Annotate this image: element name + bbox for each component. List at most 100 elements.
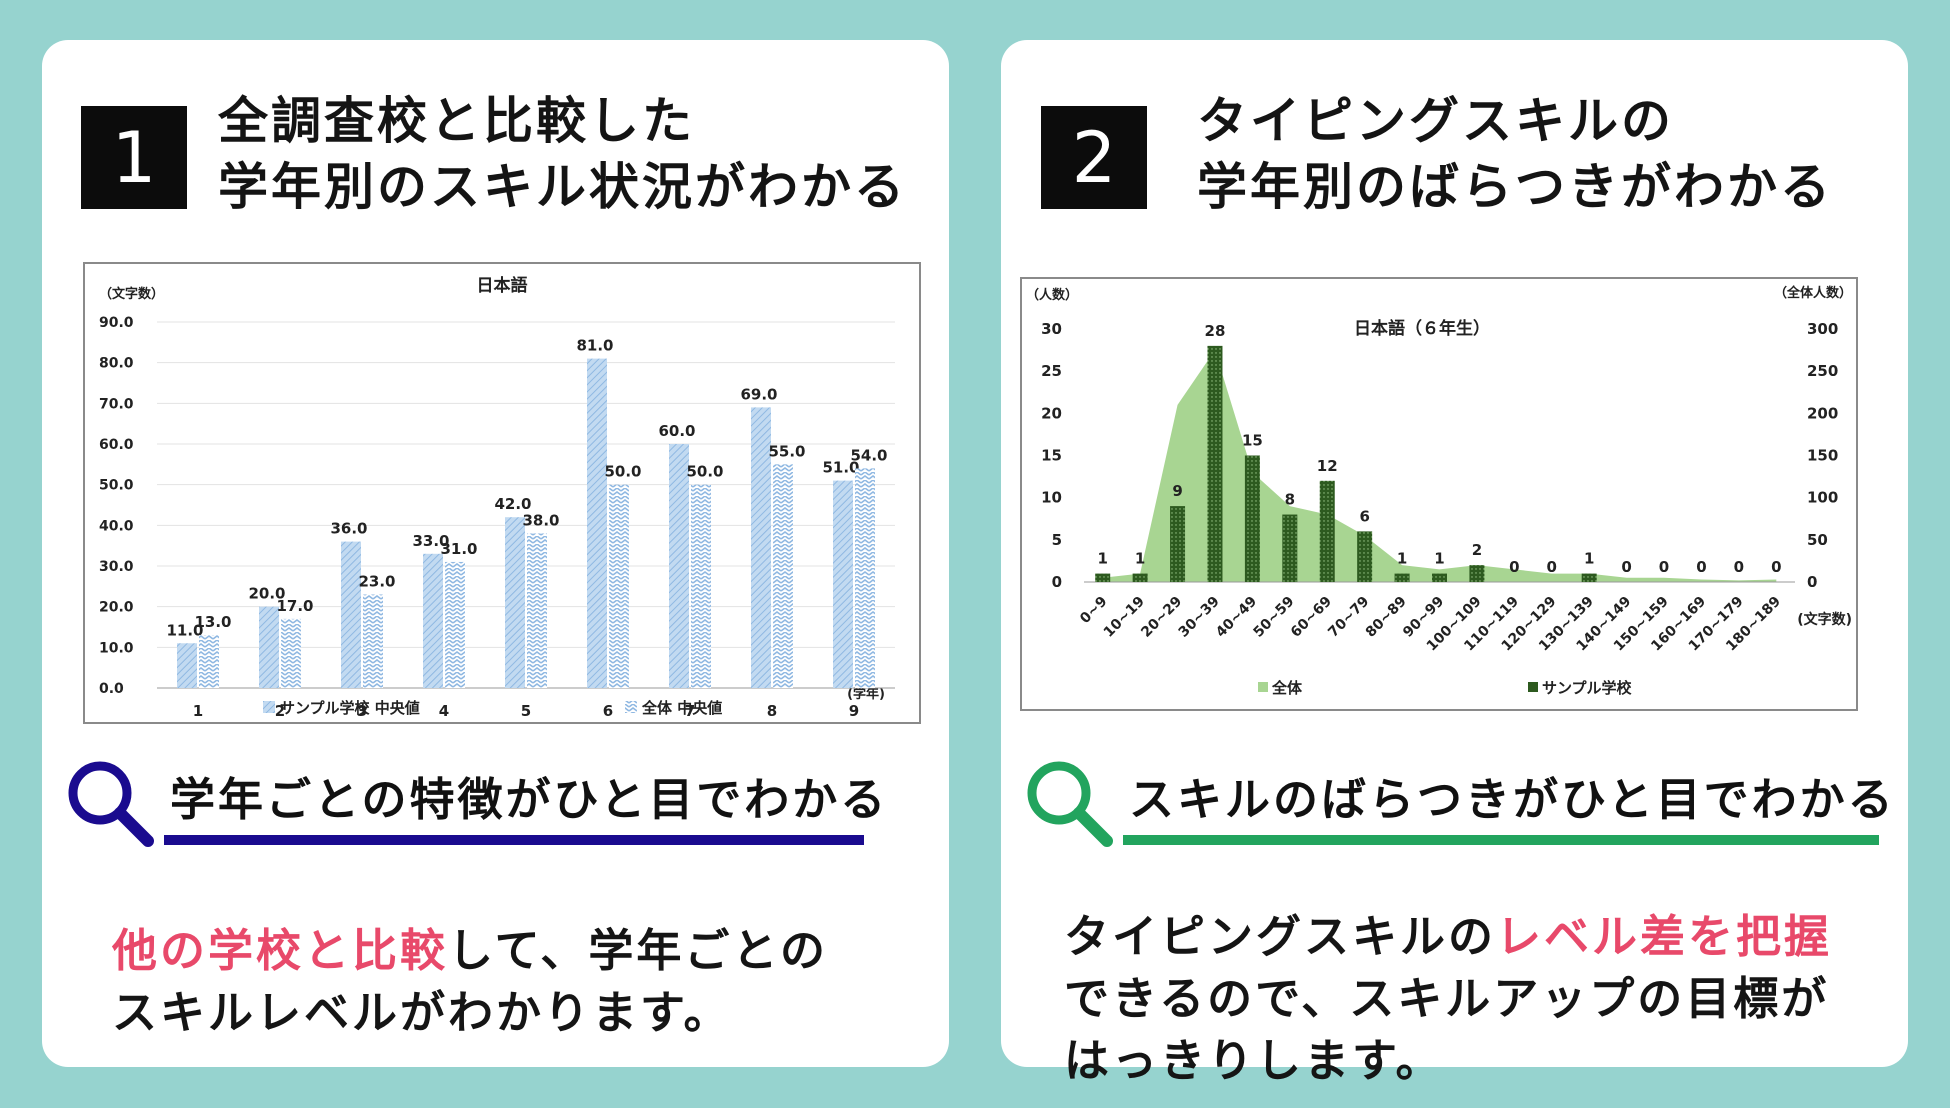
data-label: 42.0 [494,495,531,513]
data-label: 0 [1547,558,1557,576]
y-tick-label-left: 15 [1041,447,1062,465]
data-label: 23.0 [358,572,395,590]
data-label: 6 [1359,507,1369,525]
x-tick-label: 80~89 [1363,594,1410,641]
bar-sample-school [1432,573,1447,582]
data-label: 11.0 [166,621,203,639]
card-heading: タイピングスキルの 学年別のばらつきがわかる [1197,88,1833,220]
x-tick-label: 4 [439,702,449,720]
bar-sample-school [177,643,197,688]
bar-sample-school [1244,455,1260,582]
y-tick-label-left: 25 [1041,362,1062,380]
y-tick-label-left: 30 [1041,320,1062,338]
subheading: 学年ごとの特徴がひと目でわかる [170,773,889,826]
bar-sample-school [1357,531,1373,582]
y-axis-label-left: （人数） [1026,287,1078,303]
bar-overall [691,484,711,688]
data-label: 1 [1097,550,1107,568]
bar-sample-school [751,407,771,688]
bar-sample-school [423,553,443,688]
bar-sample-school [1207,345,1223,582]
y-tick-label: 70.0 [99,396,134,412]
description-line: はっきりします。 [1064,1034,1444,1087]
y-tick-label-right: 250 [1807,362,1838,380]
data-label: 60.0 [658,422,695,440]
data-label: 20.0 [248,585,285,603]
subheading-underline [1123,835,1879,845]
bar-sample-school [505,517,525,688]
y-tick-label-left: 5 [1052,531,1062,549]
x-tick-label: 70~79 [1325,594,1372,641]
bar-overall [773,464,793,688]
data-label: 8 [1285,491,1295,509]
y-tick-label-left: 20 [1041,404,1062,422]
bar-overall [281,618,301,688]
data-label: 2 [1472,541,1482,559]
magnifier-icon [68,761,154,847]
x-tick-label: 1 [193,702,203,720]
x-tick-label: 8 [767,702,777,720]
y-tick-label: 80.0 [99,356,134,372]
bar-sample-school [669,444,689,688]
x-tick-label: 60~69 [1288,594,1335,641]
data-label: 69.0 [740,385,777,403]
description-line: スキルレベルがわかります。 [112,986,732,1039]
data-label: 15 [1242,432,1263,450]
legend-label: サンプル学校 中央値 [280,699,420,717]
y-tick-label-right: 0 [1807,573,1817,591]
legend-swatch-sample [1528,682,1538,692]
data-label: 0 [1771,558,1781,576]
legend-label: 全体 中央値 [641,699,722,717]
data-label: 0 [1696,558,1706,576]
bar-sample-school [259,606,279,688]
x-tick-label: 30~39 [1176,594,1223,641]
card-number-badge: 1 [81,106,187,209]
x-tick-label: 10~19 [1101,594,1148,641]
feature-card-1: 1 全調査校と比較した 学年別のスキル状況がわかる 日本語 （文字数） (学年) 0.… [42,40,949,1067]
bar-overall [199,635,219,688]
x-axis-label: (学年) [847,686,885,702]
bar-sample-school [587,358,607,688]
data-label: 81.0 [576,337,613,355]
y-tick-label: 50.0 [99,478,134,494]
legend-swatch-overall [625,701,637,713]
bar-sample-school [1319,480,1335,582]
bar-sample-school [1394,573,1410,582]
y-tick-label-right: 200 [1807,404,1838,422]
x-axis-label: (文字数) [1797,611,1852,628]
y-tick-label-right: 50 [1807,531,1828,549]
bar-sample-school [1581,573,1597,582]
grade-median-chart: 日本語 （文字数） (学年) 0.0 10.0 20.0 30.0 40.0 50.0 60.0 7… [83,262,921,724]
grade-median-chart-svg: 日本語 （文字数） (学年) 0.0 10.0 20.0 30.0 40.0 50.0 60.0 7… [99,275,895,720]
card-heading-line: 全調査校と比較した [218,92,695,150]
y-tick-label: 10.0 [99,640,134,656]
distribution-chart-svg: 日本語（６年生）（人数） （全体人数）0510152025300501001502… [1026,285,1852,697]
data-label: 50.0 [686,463,723,481]
data-label: 1 [1584,550,1594,568]
description-highlight: レベル差を把握 [1496,910,1833,963]
x-tick-label: 7 [685,702,695,720]
data-label: 1 [1397,550,1407,568]
area-overall [1102,350,1777,582]
x-tick-label: 9 [849,702,859,720]
data-label: 50.0 [604,463,641,481]
chart-title: 日本語 [477,275,528,296]
data-label: 51.0 [822,459,859,477]
description-text: 他の学校と比較して、学年ごとの スキルレベルがわかります。 [112,920,828,1044]
data-label: 38.0 [522,511,559,529]
x-tick-label: 6 [603,702,613,720]
subheading: スキルのばらつきがひと目でわかる [1129,773,1896,826]
description-segment: して、学年ごとの [448,924,828,977]
x-tick-label: 20~29 [1138,594,1185,641]
data-label: 0 [1621,558,1631,576]
bar-overall [445,561,465,688]
y-tick-label: 90.0 [99,315,134,331]
data-label: 0 [1734,558,1744,576]
y-tick-label-left: 0 [1052,573,1062,591]
card-heading-line: タイピングスキルの [1197,92,1674,150]
bar-sample-school [1469,565,1485,582]
feature-card-2: 2 タイピングスキルの 学年別のばらつきがわかる 日本語（６年生） （人数） （全体… [1001,40,1908,1087]
description-line: 他の学校と比較して、学年ごとの [112,920,828,982]
description-highlight: 他の学校と比較 [112,924,449,977]
legend-label: 全体 [1271,679,1303,697]
